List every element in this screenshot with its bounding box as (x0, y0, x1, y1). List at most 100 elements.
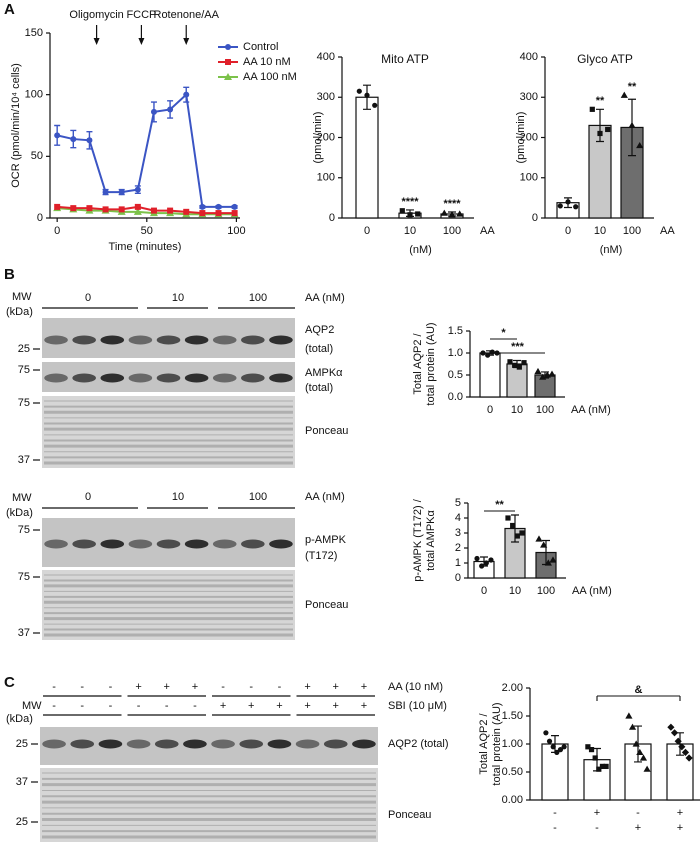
y-tick-label: 5 (455, 497, 461, 509)
x-tick-label: 100 (536, 404, 554, 416)
x-tick-label: 100 (443, 225, 461, 237)
data-point (548, 370, 556, 377)
data-point (514, 533, 520, 539)
data-point (628, 723, 637, 730)
marker (102, 189, 109, 196)
marker (199, 210, 206, 217)
condition-sign: + (635, 822, 641, 834)
panel-label: C (4, 674, 15, 691)
group-label: 10 (172, 491, 184, 503)
band (100, 373, 125, 383)
data-point (605, 126, 611, 133)
marker (150, 108, 157, 115)
y-tick-label: 0 (329, 212, 335, 224)
y-tick-label: 2 (455, 542, 461, 554)
band (212, 373, 237, 383)
band (241, 373, 265, 383)
band (241, 335, 265, 345)
arrow-head (183, 38, 190, 45)
y-tick-label: 400 (520, 51, 538, 63)
band (212, 539, 237, 549)
chart-title: Mito ATP (381, 52, 429, 66)
arrow-head (138, 38, 145, 45)
data-point (557, 203, 563, 209)
y-tick-label: 2.00 (502, 682, 523, 694)
marker (183, 208, 190, 215)
condition-sign: - (595, 822, 599, 834)
lane-sign: + (135, 681, 141, 693)
data-point (364, 92, 370, 98)
blot (40, 768, 378, 842)
significance: * (501, 327, 506, 339)
x-tick-label: 0 (54, 225, 60, 237)
strip-label: AQP2 (305, 324, 334, 336)
bar (479, 352, 501, 398)
lane-sign: - (109, 681, 113, 693)
band (100, 335, 125, 345)
x-tick-label: 0 (565, 225, 571, 237)
data-point (636, 141, 644, 149)
mw-label: MW (12, 291, 32, 303)
band (44, 373, 68, 383)
band (98, 739, 123, 749)
y-tick-label: 0.50 (502, 766, 523, 778)
band (72, 539, 96, 549)
band (295, 739, 320, 749)
strip-label: AQP2 (total) (388, 738, 449, 750)
lane-sign: + (333, 700, 339, 712)
band (100, 539, 125, 549)
lane-sign: - (109, 700, 113, 712)
condition-sign: + (677, 807, 683, 819)
group-label: 10 (172, 292, 184, 304)
significance: ** (628, 81, 637, 93)
band (183, 739, 207, 749)
panel-label: B (4, 266, 15, 283)
y-tick-label: 400 (317, 51, 335, 63)
strip-label: p-AMPK (305, 534, 347, 546)
mw-marker: 75 (18, 364, 30, 376)
y-tick-label: 0 (37, 212, 43, 224)
row-label: SBI (10 μM) (388, 700, 447, 712)
band (128, 335, 153, 345)
data-point (535, 535, 543, 542)
x-tick-label: 100 (537, 585, 555, 597)
data-point (667, 723, 675, 731)
y-tick-label: 1.50 (502, 710, 523, 722)
data-point (628, 121, 636, 129)
marker (133, 207, 142, 215)
data-point (485, 352, 491, 358)
legend-label: AA 100 nM (243, 71, 297, 83)
y-tick-label: 0 (532, 212, 538, 224)
band (239, 739, 264, 749)
marker (118, 189, 125, 196)
mw-marker: 37 (16, 776, 28, 788)
y-axis-label: total protein (AU) (425, 322, 437, 405)
mw-marker: 75 (18, 524, 30, 536)
y-tick-label: 1.0 (448, 347, 463, 359)
y-axis-label: OCR (pmol/min/10⁴ cells) (10, 63, 22, 188)
lane-sign: + (192, 681, 198, 693)
significance: **** (443, 198, 461, 210)
y-tick-label: 200 (317, 131, 335, 143)
data-point (448, 211, 456, 218)
band (70, 739, 95, 749)
lane-sign: + (276, 700, 282, 712)
data-point (440, 209, 448, 216)
data-point (597, 130, 603, 137)
y-tick-label: 0.0 (448, 391, 463, 403)
data-point (632, 740, 640, 747)
data-point (550, 744, 556, 750)
band (269, 335, 293, 345)
band (184, 335, 209, 345)
x-tick-label: 10 (509, 585, 521, 597)
annotation: Oligomycin (69, 9, 123, 21)
lane-sign: + (304, 681, 310, 693)
strip-label: Ponceau (305, 599, 348, 611)
data-point (599, 763, 606, 769)
condition-sign: - (636, 807, 640, 819)
data-point (534, 367, 542, 375)
group-label: 100 (249, 491, 267, 503)
group-label: 100 (249, 292, 267, 304)
data-point (480, 350, 486, 356)
row-label: AA (10 nM) (388, 681, 443, 693)
